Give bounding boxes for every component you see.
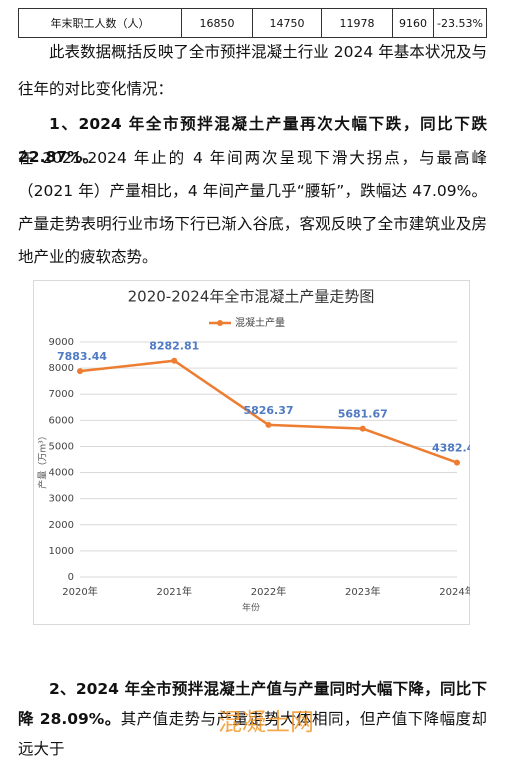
y-tick-label: 8000 bbox=[49, 363, 74, 374]
y-tick-label: 3000 bbox=[49, 494, 74, 505]
y-tick-label: 2000 bbox=[49, 520, 74, 531]
data-label: 5681.67 bbox=[338, 408, 388, 421]
data-table: 年末职工人数（人） 16850 14750 11978 9160 -23.53% bbox=[18, 8, 487, 38]
x-tick-label: 2023年 bbox=[345, 585, 380, 598]
cell: -23.53% bbox=[433, 8, 487, 38]
data-point bbox=[77, 368, 83, 375]
x-axis-title: 年份 bbox=[242, 602, 260, 614]
data-point bbox=[171, 357, 178, 364]
heading: 1、2024 年全市预拌混凝土产量再次大幅下跌，同比下跌 22.87%。 bbox=[18, 115, 487, 166]
paragraph: 2、2024 年全市预拌混凝土产值与产量同时大幅下降，同比下降 28.09%。其… bbox=[18, 674, 487, 764]
data-label: 8282.81 bbox=[149, 340, 199, 353]
y-tick-label: 6000 bbox=[49, 415, 74, 426]
data-label: 5826.37 bbox=[243, 404, 293, 417]
data-point bbox=[265, 421, 272, 428]
y-tick-label: 1000 bbox=[49, 546, 74, 557]
paragraph: 在 2021-2024 年止的 4 年间两次呈现下滑大拐点，与最高峰（2021 … bbox=[18, 149, 487, 266]
y-tick-label: 5000 bbox=[49, 441, 74, 452]
chart: 2020-2024年全市混凝土产量走势图 年份 产量（万m³） 0 1000 200… bbox=[33, 280, 470, 625]
data-point bbox=[454, 459, 460, 466]
cell: 11978 bbox=[321, 8, 393, 38]
x-tick-label: 2020年 bbox=[62, 585, 97, 598]
cell: 年末职工人数（人） bbox=[18, 8, 182, 38]
paragraph: 此表数据概括反映了全市预拌混凝土行业 2024 年基本状况及与往年的对比变化情况… bbox=[18, 43, 487, 98]
x-tick-label: 2024年 bbox=[439, 585, 470, 598]
chart-title: 2020-2024年全市混凝土产量走势图 bbox=[128, 288, 375, 306]
y-tick-label: 7000 bbox=[49, 389, 74, 400]
data-label: 4382.45 bbox=[432, 442, 470, 455]
x-tick-label: 2022年 bbox=[251, 585, 286, 598]
heading: 2、2024 年全市预拌混凝土产值与产量同时大幅下降，同比下降 28.09%。 bbox=[18, 680, 487, 728]
cell: 16850 bbox=[181, 8, 253, 38]
y-tick-label: 9000 bbox=[49, 337, 74, 348]
data-label: 7883.44 bbox=[57, 350, 107, 363]
x-tick-label: 2021年 bbox=[157, 585, 192, 598]
watermark: 混凝土网 bbox=[218, 708, 314, 736]
y-tick-label: 0 bbox=[68, 572, 74, 583]
legend-label: 混凝土产量 bbox=[235, 316, 285, 329]
y-tick-label: 4000 bbox=[49, 468, 74, 479]
legend-swatch bbox=[217, 320, 223, 326]
data-point bbox=[359, 425, 366, 432]
y-axis-title: 产量（万m³） bbox=[37, 431, 49, 488]
